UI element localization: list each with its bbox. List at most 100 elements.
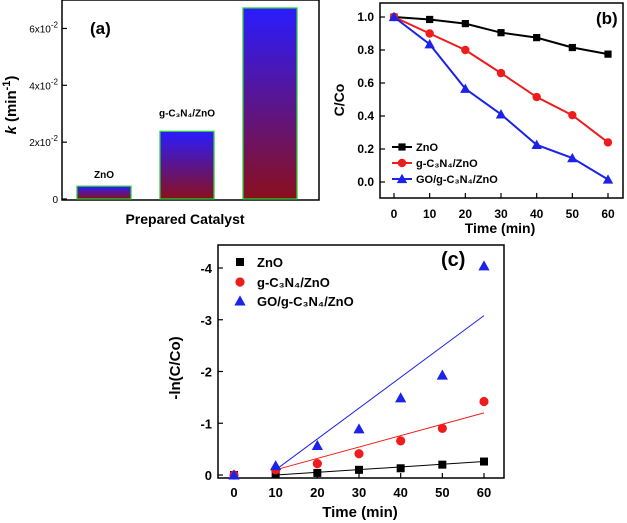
panel-b-xtick-label-3: 30: [494, 207, 508, 221]
fit-line-go-g-c-n-zno: [275, 315, 485, 471]
point-zno-50: [438, 460, 447, 469]
panel-a-ytick-mantissa-1: 2x10: [29, 138, 51, 149]
panel-b-ytick-label-0: 0.0: [357, 175, 374, 189]
point-go-g-c-n-zno-10: [270, 460, 282, 471]
point-go-g-c-n-zno-50: [436, 369, 448, 380]
panel-a-ytick-mantissa-3: 6x10: [29, 24, 51, 35]
panel-c-ytick-label-0: 0: [205, 468, 212, 483]
point-g-c-n-zno-40: [396, 436, 406, 446]
legend-label-go-g-c-n-zno: GO/g-C₃N₄/ZnO: [416, 174, 498, 186]
point-zno-50: [568, 43, 576, 52]
panel-a-ytick-label-2: 4x10-2: [29, 77, 58, 92]
point-g-c-n-zno-50: [568, 110, 577, 120]
bar-label-zno: ZnO: [94, 170, 114, 181]
panel-c-xtick-label-5: 50: [435, 485, 449, 500]
panel-a-label: (a): [90, 19, 111, 38]
legend-label-g-c-n-zno: g-C₃N₄/ZnO: [257, 275, 330, 290]
legend-marker-zno: [236, 258, 244, 266]
point-zno-30: [355, 465, 363, 474]
legend-marker-go-g-c-n-zno: [396, 173, 408, 184]
bar-zno: [76, 185, 132, 200]
point-go-g-c-n-zno-10: [424, 39, 435, 49]
panel-a-ylabel-exp: -1: [1, 81, 13, 91]
bar-go-g-c-n-zno: [242, 7, 298, 200]
point-go-g-c-n-zno-40: [531, 139, 542, 150]
panel-a-ytick-label-0: 0: [52, 195, 58, 206]
panel-a-ytick-mantissa-0: 0: [52, 195, 58, 206]
legend-label-g-c-n-zno: g-C₃N₄/ZnO: [416, 158, 478, 170]
legend-marker-g-c-n-zno: [235, 277, 245, 287]
panel-a-ytick-exponent-1: -2: [51, 134, 59, 143]
point-zno-10: [426, 15, 434, 24]
panel-b-line-chart: (b) Time (min) C/Co 0 10 20 30 40 50 600.00.20…: [331, 2, 624, 236]
point-g-c-n-zno-50: [437, 423, 447, 434]
panel-a-bar-chart: (a) Prepared Catalyst k(min-1) 02x10-24x…: [1, 0, 320, 227]
point-zno-40: [396, 464, 405, 473]
panel-b-xlabel: Time (min): [465, 220, 536, 236]
series-line-go-g-c-n-zno: [393, 16, 609, 181]
point-g-c-n-zno-20: [461, 45, 470, 55]
bar-label-g-c-n-zno: g-C₃N₄/ZnO: [159, 108, 215, 119]
panel-a-ytick-label-3: 6x10-2: [29, 20, 58, 35]
legend-label-go-g-c-n-zno: GO/g-C₃N₄/ZnO: [257, 294, 354, 309]
point-zno-20: [313, 468, 322, 477]
point-go-g-c-n-zno-0: [228, 469, 240, 480]
panel-b-series: [388, 11, 614, 184]
legend-marker-zno: [398, 143, 406, 151]
point-g-c-n-zno-30: [354, 449, 364, 459]
point-zno-40: [533, 34, 541, 42]
point-go-g-c-n-zno-20: [460, 83, 471, 93]
fit-line-g-c-n-zno: [275, 412, 485, 471]
point-go-g-c-n-zno-20: [311, 439, 323, 450]
panel-c-xtick-label-0: 0: [230, 485, 237, 500]
panel-c-xlabel: Time (min): [322, 504, 398, 521]
point-g-c-n-zno-20: [312, 459, 322, 469]
panel-b-ytick-label-5: 1.0: [357, 10, 374, 24]
legend-marker-go-g-c-n-zno: [234, 295, 246, 306]
point-g-c-n-zno-60: [603, 138, 613, 147]
point-go-g-c-n-zno-60: [478, 260, 490, 271]
point-zno-30: [497, 29, 505, 37]
panel-c-scatter-chart: (c) Time (min) -ln(C/Co) 0 10 20 30 40 50 60 0 -…: [167, 244, 505, 521]
panel-b-xtick-label-6: 60: [601, 207, 615, 221]
panel-a-ylabel-symbol: k: [3, 125, 20, 134]
point-g-c-n-zno-40: [532, 92, 541, 102]
panel-a-ylabel-close: ): [3, 76, 20, 81]
panel-a-ylabel-unit: (min: [3, 90, 20, 122]
panel-c-legend: ZnO g-C₃N₄/ZnO GO/g-C₃N₄/ZnO: [234, 255, 354, 309]
legend-label-zno: ZnO: [416, 142, 438, 154]
panel-b-xtick-label-1: 10: [423, 207, 437, 221]
panel-c-xtick-label-4: 40: [393, 485, 407, 500]
panel-b-xtick-label-4: 40: [530, 207, 544, 221]
panel-b-ticks: 0 10 20 30 40 50 60 0.0 0.2 0.4 0.6 0.8 1.0: [357, 10, 615, 221]
panel-c-xtick-label-6: 60: [477, 485, 491, 500]
panel-c-ylabel: -ln(C/Co): [167, 336, 184, 399]
panel-b-xtick-label-0: 0: [391, 207, 398, 221]
point-go-g-c-n-zno-40: [395, 392, 407, 403]
panel-b-ytick-label-4: 0.8: [357, 43, 374, 57]
panel-a-ytick-exponent-2: -2: [51, 77, 59, 86]
panel-a-frame: [61, 0, 320, 201]
panel-c-ytick-label-4: -4: [200, 261, 212, 276]
panel-c-ticks: 0 10 20 30 40 50 60 0 -1 -2 -3 -4: [200, 261, 491, 500]
panel-a-xlabel: Prepared Catalyst: [125, 211, 244, 227]
panel-b-xtick-label-2: 20: [459, 207, 473, 221]
fit-line-zno: [275, 461, 485, 476]
panel-c-ytick-label-3: -3: [200, 313, 212, 328]
panel-a-bars: [76, 7, 298, 200]
point-zno-60: [604, 50, 612, 58]
panel-c-label: (c): [441, 249, 465, 271]
panel-c-xtick-label-2: 20: [310, 485, 324, 500]
legend-marker-g-c-n-zno: [397, 158, 407, 168]
point-zno-20: [461, 20, 469, 28]
point-go-g-c-n-zno-30: [353, 423, 365, 434]
panel-a-ytick-mantissa-2: 4x10: [29, 81, 51, 92]
panel-c-ytick-label-2: -2: [200, 365, 212, 380]
point-go-g-c-n-zno-50: [567, 152, 578, 163]
panel-b-ylabel: C/Co: [331, 84, 347, 117]
bar-g-c-n-zno: [159, 130, 215, 200]
panel-a-ytick-exponent-3: -2: [51, 20, 59, 29]
panel-b-ytick-label-1: 0.2: [357, 142, 374, 156]
